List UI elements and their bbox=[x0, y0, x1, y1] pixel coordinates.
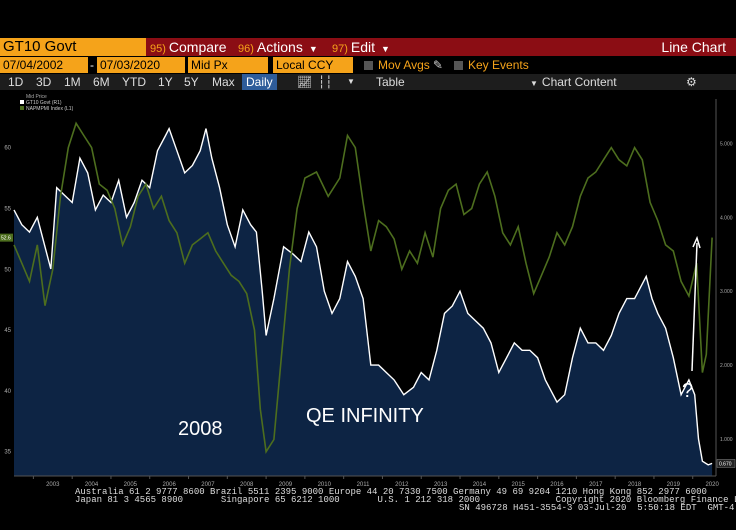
y-left-tick-label: 60 bbox=[4, 146, 11, 152]
period-ytd[interactable]: YTD bbox=[122, 75, 146, 89]
x-tick-label: 2016 bbox=[550, 482, 564, 488]
footer-contacts-2: Japan 81 3 4565 8900 Singapore 65 6212 1… bbox=[75, 495, 736, 505]
chart-style-caret-icon[interactable]: ▼ bbox=[347, 77, 355, 86]
y-left-tick-label: 45 bbox=[4, 328, 11, 334]
legend-entry: NAPMPMI Index (L1) bbox=[26, 106, 74, 112]
period-5y[interactable]: 5Y bbox=[184, 75, 199, 89]
x-tick-label: 2010 bbox=[318, 482, 332, 488]
x-tick-label: 2011 bbox=[357, 482, 371, 488]
series-line-napmpmi bbox=[13, 121, 713, 454]
x-tick-label: 2007 bbox=[201, 482, 215, 488]
edit-label: Edit bbox=[350, 39, 376, 55]
x-tick-label: 2009 bbox=[279, 482, 293, 488]
compare-menu[interactable]: 95) Compare bbox=[150, 38, 227, 56]
y-right-tick-label: 3.000 bbox=[720, 289, 733, 295]
start-date-field[interactable]: 07/04/2002 bbox=[0, 57, 88, 73]
chart-content-label: Chart Content bbox=[541, 75, 617, 89]
price-field-select[interactable]: Mid Px bbox=[188, 57, 268, 73]
right-last-value: 0.670 bbox=[719, 461, 732, 467]
actions-caret-icon: ▼ bbox=[308, 44, 318, 54]
period-3d[interactable]: 3D bbox=[36, 75, 52, 89]
x-tick-label: 2008 bbox=[240, 482, 254, 488]
period-1d[interactable]: 1D bbox=[8, 75, 24, 89]
legend-swatch bbox=[20, 106, 24, 110]
ticker-input[interactable]: GT10 Govt bbox=[0, 38, 146, 56]
up-arrow-shaft bbox=[691, 242, 698, 372]
compare-shortcut: 95) bbox=[150, 43, 166, 55]
legend-title: Mid Price bbox=[26, 94, 47, 100]
edit-caret-icon: ▼ bbox=[381, 44, 390, 54]
y-left-tick-label: 50 bbox=[4, 267, 11, 273]
y-right-tick-label: 5.000 bbox=[720, 141, 733, 147]
x-tick-label: 2012 bbox=[395, 482, 409, 488]
x-tick-label: 2019 bbox=[667, 482, 681, 488]
up-arrow-head-icon bbox=[692, 235, 701, 249]
x-tick-label: 2018 bbox=[628, 482, 642, 488]
edit-shortcut: 97) bbox=[332, 43, 348, 55]
x-tick-label: 2017 bbox=[589, 482, 603, 488]
end-date-field[interactable]: 07/03/2020 bbox=[97, 57, 185, 73]
currency-select[interactable]: Local CCY bbox=[273, 57, 353, 73]
y-left-tick-label: 55 bbox=[4, 206, 11, 212]
x-tick-label: 2006 bbox=[162, 482, 176, 488]
x-tick-label: 2004 bbox=[85, 482, 99, 488]
key-events-toggle[interactable]: Key Events bbox=[454, 57, 529, 73]
key-events-label: Key Events bbox=[468, 58, 529, 72]
period-1m[interactable]: 1M bbox=[64, 75, 81, 89]
period-6m[interactable]: 6M bbox=[93, 75, 110, 89]
mov-avgs-checkbox bbox=[364, 61, 373, 71]
y-right-tick-label: 2.000 bbox=[720, 363, 733, 369]
x-tick-label: 2003 bbox=[46, 482, 60, 488]
date-separator: - bbox=[90, 58, 94, 72]
y-right-tick-label: 1.000 bbox=[720, 437, 733, 443]
mov-avgs-label: Mov Avgs bbox=[378, 58, 430, 72]
chart-type-label: Line Chart bbox=[661, 39, 726, 55]
left-last-value: 52.6 bbox=[1, 236, 11, 242]
annotation-qe-infinity: QE INFINITY bbox=[306, 405, 424, 427]
x-tick-label: 2013 bbox=[434, 482, 448, 488]
line-chart: 2003 2004 2005 2006 2007 2008 2009 2010 2011 2012… bbox=[0, 94, 736, 488]
line-chart-icon[interactable]: 📈︎ bbox=[297, 75, 313, 89]
legend-swatch bbox=[20, 100, 24, 104]
mov-avgs-toggle[interactable]: Mov Avgs ✎ bbox=[364, 57, 443, 73]
right-last-value-tag bbox=[716, 459, 736, 468]
annotation-question: ? bbox=[682, 380, 694, 402]
period-max[interactable]: Max bbox=[212, 75, 235, 89]
y-left-tick-label: 40 bbox=[4, 389, 11, 395]
bar-chart-icon[interactable]: ┆┆ bbox=[318, 75, 333, 89]
annotation-2008: 2008 bbox=[178, 418, 223, 440]
frequency-select[interactable]: Daily bbox=[242, 74, 277, 90]
x-tick-label: 2014 bbox=[473, 482, 487, 488]
period-1y[interactable]: 1Y bbox=[158, 75, 173, 89]
edit-menu[interactable]: 97) Edit ▼ bbox=[332, 38, 390, 56]
gear-icon[interactable]: ⚙ bbox=[686, 75, 697, 89]
x-tick-label: 2020 bbox=[705, 482, 719, 488]
footer-session: SN 496728 H451-3554-3 03-Jul-20 5:50:18 … bbox=[459, 503, 736, 513]
function-bar bbox=[0, 38, 736, 56]
series-line-gt10 bbox=[13, 126, 713, 466]
legend-entry: GT10 Govt (R1) bbox=[26, 100, 62, 106]
left-last-value-tag bbox=[0, 233, 13, 242]
actions-label: Actions bbox=[256, 39, 303, 55]
chart-content-button[interactable]: ▼ Chart Content bbox=[530, 74, 617, 90]
actions-menu[interactable]: 96) Actions ▼ bbox=[238, 38, 318, 56]
period-bar bbox=[0, 74, 736, 90]
y-left-tick-label: 35 bbox=[4, 450, 11, 456]
footer-contacts-1: Australia 61 2 9777 8600 Brazil 5511 239… bbox=[75, 487, 707, 497]
actions-shortcut: 96) bbox=[238, 43, 254, 55]
key-events-checkbox bbox=[454, 61, 463, 71]
y-right-tick-label: 4.000 bbox=[720, 215, 733, 221]
table-button[interactable]: Table bbox=[376, 75, 405, 89]
pencil-icon[interactable]: ✎ bbox=[432, 58, 443, 72]
x-tick-label: 2005 bbox=[124, 482, 138, 488]
x-tick-label: 2015 bbox=[512, 482, 526, 488]
chart-content-caret-icon: ▼ bbox=[530, 79, 538, 88]
compare-label: Compare bbox=[168, 39, 227, 55]
